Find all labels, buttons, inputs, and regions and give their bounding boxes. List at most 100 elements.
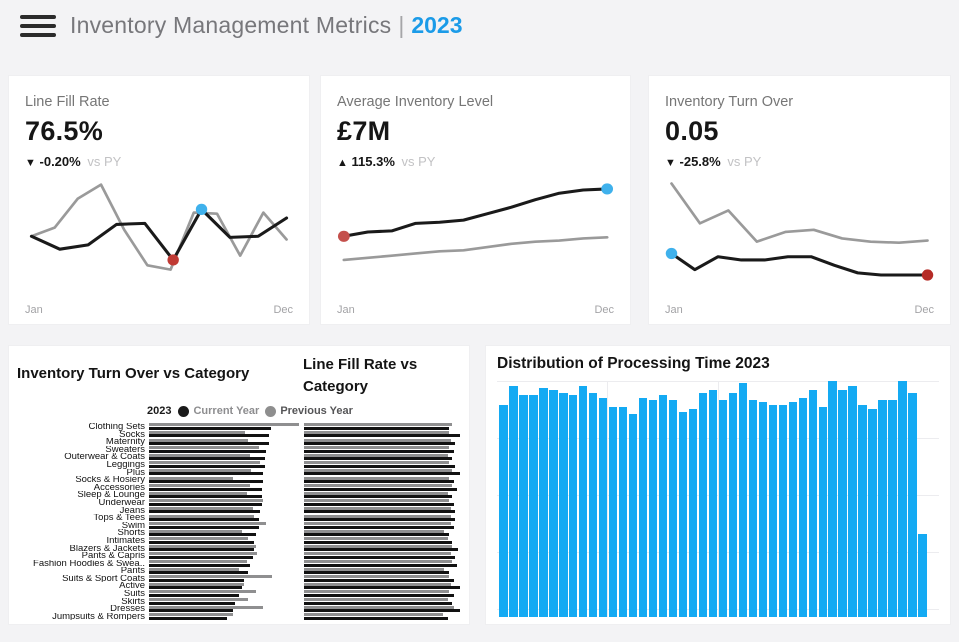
turnover-bar-current[interactable] [149,442,269,446]
histogram-bar[interactable] [788,402,798,617]
turnover-bar-current[interactable] [149,480,263,484]
histogram-bar[interactable] [578,385,588,617]
linefill-bar-current[interactable] [304,480,454,484]
turnover-bar-previous[interactable] [149,560,247,564]
histogram-bar[interactable] [518,395,528,617]
turnover-bar-current[interactable] [149,571,248,575]
turnover-bar-current[interactable] [149,578,244,582]
histogram-bar[interactable] [748,399,758,617]
sparkline-chart[interactable] [331,168,620,300]
linefill-bar-previous[interactable] [304,613,443,617]
turnover-bar-previous[interactable] [149,423,299,427]
turnover-bar-current[interactable] [149,464,265,468]
turnover-bar-previous[interactable] [149,605,263,609]
linefill-bar-previous[interactable] [304,506,451,510]
linefill-bar-current[interactable] [304,426,450,430]
turnover-bar-current[interactable] [149,426,271,430]
turnover-bar-previous[interactable] [149,552,257,556]
histogram-bar[interactable] [608,406,618,617]
turnover-bar-current[interactable] [149,457,265,461]
linefill-bar-current[interactable] [304,518,456,522]
hamburger-menu-icon[interactable] [20,13,56,39]
histogram-bar[interactable] [558,392,568,617]
turnover-bar-previous[interactable] [149,491,247,495]
histogram-bar[interactable] [798,397,808,617]
turnover-bar-previous[interactable] [149,613,233,617]
highlight-dot[interactable] [601,183,614,195]
linefill-bar-current[interactable] [304,548,459,552]
histogram-bar[interactable] [738,383,748,617]
turnover-bar-previous[interactable] [149,446,259,450]
histogram-bar[interactable] [808,390,818,617]
turnover-bar-current[interactable] [149,540,254,544]
year-filter-value[interactable]: 2023 [411,12,463,38]
turnover-bar-previous[interactable] [149,598,248,602]
turnover-bar-current[interactable] [149,616,227,620]
turnover-bar-previous[interactable] [149,544,256,548]
linefill-bar-previous[interactable] [304,453,448,457]
linefill-bar-previous[interactable] [304,430,450,434]
linefill-bar-current[interactable] [304,533,450,537]
sparkline-chart[interactable] [19,168,299,300]
histogram-bar[interactable] [918,534,927,617]
linefill-bar-previous[interactable] [304,461,450,465]
histogram-bar[interactable] [878,399,887,617]
turnover-bar-current[interactable] [149,510,260,514]
histogram-bar[interactable] [708,390,718,617]
linefill-bar-current[interactable] [304,434,460,438]
turnover-bar-current[interactable] [149,525,259,529]
histogram-bar[interactable] [728,392,738,617]
turnover-bar-current[interactable] [149,593,239,597]
linefill-bar-previous[interactable] [304,514,451,518]
current-year-line[interactable] [342,187,609,238]
histogram-bar[interactable] [548,390,558,617]
linefill-bar-current[interactable] [304,601,453,605]
linefill-bar-previous[interactable] [304,537,448,541]
histogram-bar[interactable] [698,392,708,617]
turnover-bar-current[interactable] [149,518,259,522]
turnover-bar-previous[interactable] [149,438,248,442]
turnover-bar-current[interactable] [149,495,262,499]
previous-year-line[interactable] [30,183,288,271]
linefill-bar-previous[interactable] [304,522,451,526]
linefill-bar-previous[interactable] [304,552,451,556]
turnover-bar-previous[interactable] [149,529,242,533]
histogram-bar[interactable] [499,404,508,617]
turnover-bar-previous[interactable] [149,453,250,457]
turnover-bar-previous[interactable] [149,430,245,434]
turnover-bar-current[interactable] [149,586,242,590]
turnover-bar-current[interactable] [149,601,235,605]
linefill-bar-current[interactable] [304,510,456,514]
histogram-bar[interactable] [758,402,768,617]
turnover-bar-current[interactable] [149,563,250,567]
histogram-bar[interactable] [908,392,917,617]
histogram-bar[interactable] [828,381,838,617]
turnover-bar-previous[interactable] [149,514,254,518]
linefill-bar-current[interactable] [304,578,454,582]
histogram-bar[interactable] [568,395,578,617]
linefill-bar-current[interactable] [304,609,460,613]
linefill-bar-previous[interactable] [304,560,453,564]
histogram-bar[interactable] [658,395,668,617]
turnover-bar-previous[interactable] [149,537,248,541]
legend-previous-label[interactable]: Previous Year [280,405,353,417]
linefill-bar-current[interactable] [304,502,454,506]
highlight-dot[interactable] [665,247,678,260]
linefill-bar-current[interactable] [304,525,454,529]
linefill-bar-previous[interactable] [304,605,454,609]
linefill-bar-previous[interactable] [304,582,451,586]
histogram-bar[interactable] [538,388,548,617]
linefill-bar-previous[interactable] [304,598,448,602]
histogram-bar[interactable] [678,411,688,617]
turnover-bar-current[interactable] [149,502,262,506]
histogram-bar[interactable] [848,385,858,617]
linefill-bar-current[interactable] [304,449,454,453]
histogram-bar[interactable] [718,399,728,617]
turnover-bar-current[interactable] [149,434,269,438]
turnover-bar-current[interactable] [149,533,256,537]
highlight-dot[interactable] [195,203,208,215]
linefill-bar-current[interactable] [304,555,456,559]
linefill-bar-previous[interactable] [304,575,450,579]
linefill-bar-previous[interactable] [304,567,445,571]
turnover-bar-previous[interactable] [149,484,250,488]
